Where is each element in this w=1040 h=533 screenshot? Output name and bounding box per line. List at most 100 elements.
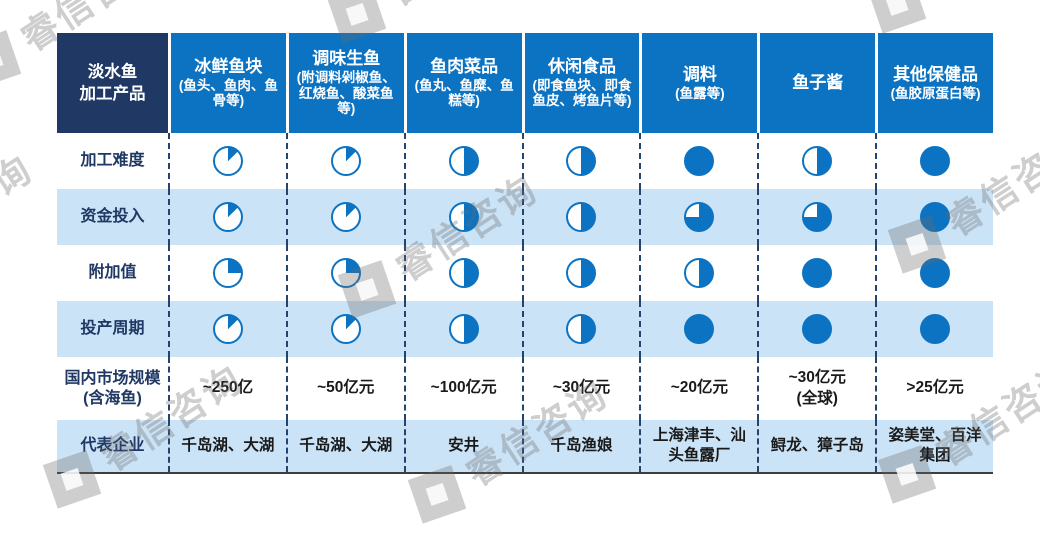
row-label-capital-investment: 资金投入 bbox=[57, 189, 168, 245]
column-header-snack-food: 休闲食品 (即食鱼块、即食鱼皮、烤鱼片等) bbox=[521, 33, 640, 133]
row-label-production-cycle: 投产周期 bbox=[57, 301, 168, 357]
column-title: 调料 bbox=[682, 64, 717, 84]
row-label-representative-companies: 代表企业 bbox=[57, 420, 168, 472]
harvey-ball-rating bbox=[448, 314, 479, 344]
watermark-text: 睿信咨询 bbox=[373, 0, 537, 17]
table-cell bbox=[875, 133, 993, 189]
market-size-value: ~100亿元 bbox=[403, 357, 522, 420]
table-cell bbox=[168, 245, 286, 301]
column-header-health-products: 其他保健品 (鱼胶原蛋白等) bbox=[875, 33, 993, 133]
table-cell bbox=[875, 245, 993, 301]
table-cell bbox=[285, 189, 404, 245]
market-size-value: ~30亿元 bbox=[521, 357, 640, 420]
table-cell bbox=[168, 189, 286, 245]
harvey-ball-rating bbox=[212, 258, 243, 288]
column-subtitle: (即食鱼块、即食鱼皮、烤鱼片等) bbox=[532, 77, 632, 109]
product-comparison-table: 淡水鱼 加工产品 冰鲜鱼块 (鱼头、鱼肉、鱼骨等) 调味生鱼 (附调料剁椒鱼、红… bbox=[57, 33, 993, 474]
harvey-ball-rating bbox=[684, 146, 715, 176]
table-cell bbox=[875, 189, 993, 245]
column-title: 休闲食品 bbox=[547, 57, 616, 77]
market-size-value: >25亿元 bbox=[875, 357, 993, 420]
corner-header-cell: 淡水鱼 加工产品 bbox=[57, 33, 168, 133]
harvey-ball-rating bbox=[566, 202, 597, 232]
row-label-added-value: 附加值 bbox=[88, 264, 137, 281]
market-size-value: ~250亿 bbox=[168, 357, 286, 420]
table-cell bbox=[875, 301, 993, 357]
table-cell bbox=[639, 245, 757, 301]
company-value: 千岛湖、大湖 bbox=[285, 420, 404, 472]
table-cell bbox=[521, 301, 640, 357]
harvey-ball-rating bbox=[330, 202, 361, 232]
table-cell bbox=[757, 245, 875, 301]
ruixin-logo-icon bbox=[867, 0, 927, 34]
ruixin-logo-icon bbox=[0, 30, 22, 89]
harvey-ball-rating bbox=[330, 146, 361, 176]
table-cell bbox=[168, 133, 286, 189]
column-subtitle: (鱼头、鱼肉、鱼骨等) bbox=[178, 77, 278, 109]
row-label-domestic-market-size: 国内市场规模 (含海鱼) bbox=[64, 369, 161, 407]
harvey-ball-rating bbox=[330, 314, 361, 344]
table-cell bbox=[403, 301, 522, 357]
market-size-value: ~20亿元 bbox=[639, 357, 757, 420]
harvey-ball-rating bbox=[448, 258, 479, 288]
table-cell bbox=[285, 245, 404, 301]
row-label-processing-difficulty: 加工难度 bbox=[80, 152, 145, 169]
table-cell bbox=[639, 189, 758, 245]
table-cell bbox=[521, 189, 640, 245]
market-size-value: ~50亿元 bbox=[285, 357, 404, 420]
table-cell bbox=[168, 301, 286, 357]
harvey-ball-rating bbox=[566, 314, 597, 344]
column-header-condiments: 调料 (鱼露等) bbox=[639, 33, 758, 133]
harvey-ball-rating bbox=[802, 314, 833, 344]
table-cell bbox=[403, 189, 522, 245]
harvey-ball-rating bbox=[802, 146, 833, 176]
column-header-seasoned-raw-fish: 调味生鱼 (附调料剁椒鱼、红烧鱼、酸菜鱼等) bbox=[285, 33, 404, 133]
company-value: 安井 bbox=[403, 420, 522, 472]
column-title: 鱼肉菜品 bbox=[430, 57, 499, 77]
column-subtitle: (鱼胶原蛋白等) bbox=[890, 85, 981, 101]
column-subtitle: (鱼露等) bbox=[675, 85, 725, 101]
harvey-ball-rating bbox=[684, 202, 715, 232]
column-header-caviar: 鱼子酱 bbox=[757, 33, 876, 133]
table-cell bbox=[285, 301, 404, 357]
table-cell bbox=[639, 133, 757, 189]
table-cell bbox=[403, 133, 522, 189]
company-value: 千岛湖、大湖 bbox=[168, 420, 286, 472]
watermark: 睿信咨询 bbox=[0, 148, 45, 270]
table-cell bbox=[757, 301, 876, 357]
harvey-ball-rating bbox=[920, 146, 951, 176]
column-title: 其他保健品 bbox=[893, 64, 979, 84]
column-title: 冰鲜鱼块 bbox=[194, 57, 263, 77]
column-header-iced-fish-chunks: 冰鲜鱼块 (鱼头、鱼肉、鱼骨等) bbox=[168, 33, 286, 133]
harvey-ball-rating bbox=[330, 258, 361, 288]
harvey-ball-rating bbox=[920, 202, 951, 232]
harvey-ball-rating bbox=[212, 314, 243, 344]
harvey-ball-rating bbox=[448, 202, 479, 232]
harvey-ball-rating bbox=[212, 202, 243, 232]
harvey-ball-rating bbox=[920, 314, 951, 344]
table-cell bbox=[639, 301, 758, 357]
harvey-ball-rating bbox=[802, 258, 833, 288]
harvey-ball-rating bbox=[802, 202, 833, 232]
column-subtitle: (鱼丸、鱼糜、鱼糕等) bbox=[414, 77, 514, 109]
table-cell bbox=[521, 133, 640, 189]
table-cell bbox=[285, 133, 404, 189]
harvey-ball-rating bbox=[566, 258, 597, 288]
company-value: 上海津丰、汕头鱼露厂 bbox=[639, 420, 758, 472]
market-size-value: ~30亿元 (全球) bbox=[757, 357, 875, 420]
table-cell bbox=[757, 189, 876, 245]
table-cell bbox=[757, 133, 875, 189]
harvey-ball-rating bbox=[684, 258, 715, 288]
page: { "watermark": { "text": "睿信咨询" }, "colo… bbox=[0, 0, 1040, 498]
company-value: 姿美堂、百洋集团 bbox=[875, 420, 993, 472]
column-header-fish-meat-dishes: 鱼肉菜品 (鱼丸、鱼糜、鱼糕等) bbox=[403, 33, 522, 133]
watermark-text: 睿信咨询 bbox=[913, 0, 1040, 7]
watermark-text: 睿信咨询 bbox=[0, 147, 41, 270]
harvey-ball-rating bbox=[566, 146, 597, 176]
company-value: 千岛渔娘 bbox=[521, 420, 640, 472]
harvey-ball-rating bbox=[448, 146, 479, 176]
harvey-ball-rating bbox=[212, 146, 243, 176]
column-title: 调味生鱼 bbox=[312, 49, 381, 69]
harvey-ball-rating bbox=[920, 258, 951, 288]
company-value: 鲟龙、獐子岛 bbox=[757, 420, 876, 472]
